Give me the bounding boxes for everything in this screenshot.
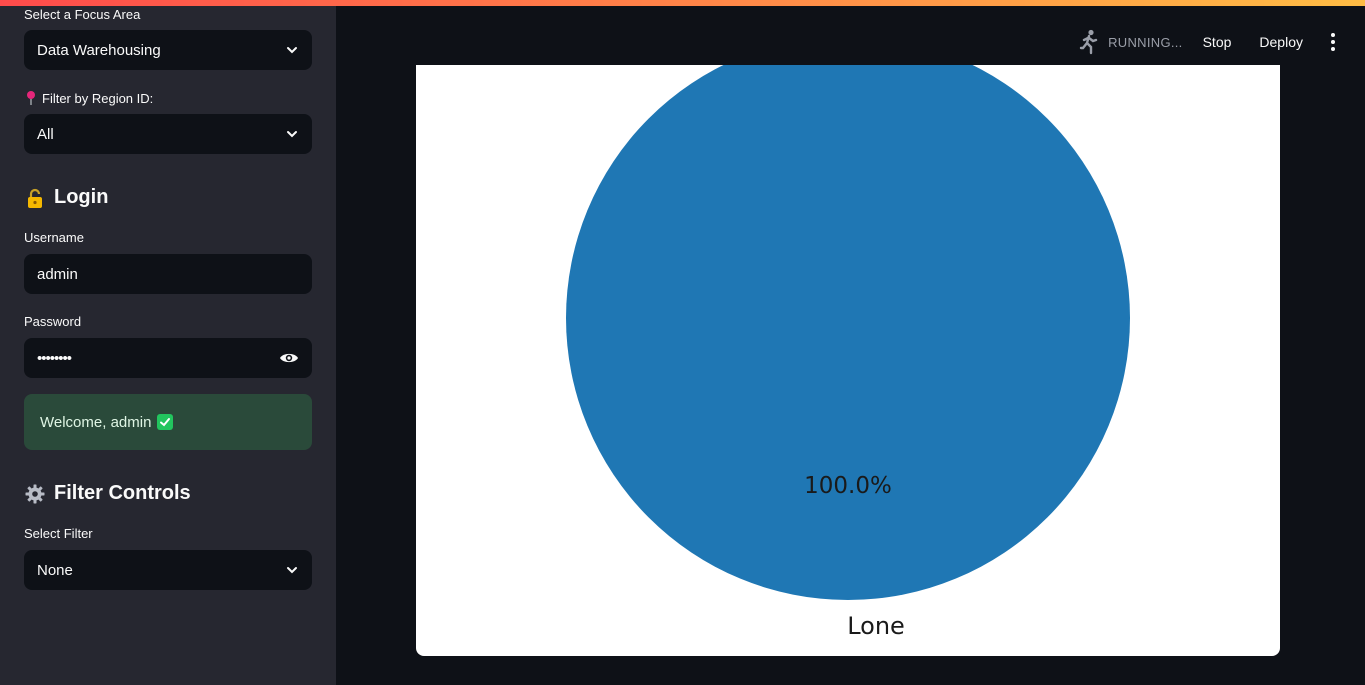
chevron-down-icon — [285, 127, 299, 141]
login-heading-row: Login — [24, 186, 108, 209]
top-decoration-bar — [0, 0, 1365, 6]
filter-select[interactable]: None — [24, 550, 312, 590]
running-man-icon — [1078, 29, 1100, 55]
pie-slice-lone — [566, 65, 1130, 600]
check-icon — [157, 414, 173, 430]
sidebar: Select a Focus Area Data Warehousing Fil… — [0, 0, 336, 685]
running-status: RUNNING... — [1078, 29, 1183, 55]
region-filter-label-row: Filter by Region ID: — [24, 90, 153, 106]
pie-chart: 100.0% Lone — [416, 65, 1280, 656]
region-filter-label: Filter by Region ID: — [42, 91, 153, 106]
username-value: admin — [37, 266, 78, 283]
select-filter-label: Select Filter — [24, 526, 93, 541]
welcome-alert: Welcome, admin — [24, 394, 312, 450]
pie-percent-label: 100.0% — [804, 473, 892, 499]
welcome-text: Welcome, admin — [40, 414, 151, 431]
filter-controls-heading: Filter Controls — [54, 482, 191, 505]
filter-value: None — [37, 562, 73, 579]
stop-button[interactable]: Stop — [1203, 34, 1232, 50]
region-value: All — [37, 126, 54, 143]
deploy-button[interactable]: Deploy — [1259, 34, 1303, 50]
gear-icon — [24, 483, 46, 505]
password-label: Password — [24, 314, 81, 329]
focus-area-label: Select a Focus Area — [24, 7, 140, 22]
lock-icon — [24, 187, 46, 209]
focus-area-select[interactable]: Data Warehousing — [24, 30, 312, 70]
pin-icon — [24, 90, 38, 106]
password-input[interactable]: •••••••• — [24, 338, 312, 378]
filter-controls-heading-row: Filter Controls — [24, 482, 191, 505]
chevron-down-icon — [285, 563, 299, 577]
region-select[interactable]: All — [24, 114, 312, 154]
password-value: •••••••• — [37, 350, 71, 367]
app-header: RUNNING... Stop Deploy — [1078, 28, 1365, 56]
running-text: RUNNING... — [1108, 35, 1183, 50]
focus-area-value: Data Warehousing — [37, 42, 161, 59]
chevron-down-icon — [285, 43, 299, 57]
pie-category-label: Lone — [847, 612, 905, 640]
pie-chart-card: 100.0% Lone — [416, 65, 1280, 656]
username-input[interactable]: admin — [24, 254, 312, 294]
main-menu-icon[interactable] — [1331, 33, 1335, 51]
login-heading: Login — [54, 186, 108, 209]
username-label: Username — [24, 230, 84, 245]
eye-icon[interactable] — [279, 351, 299, 365]
